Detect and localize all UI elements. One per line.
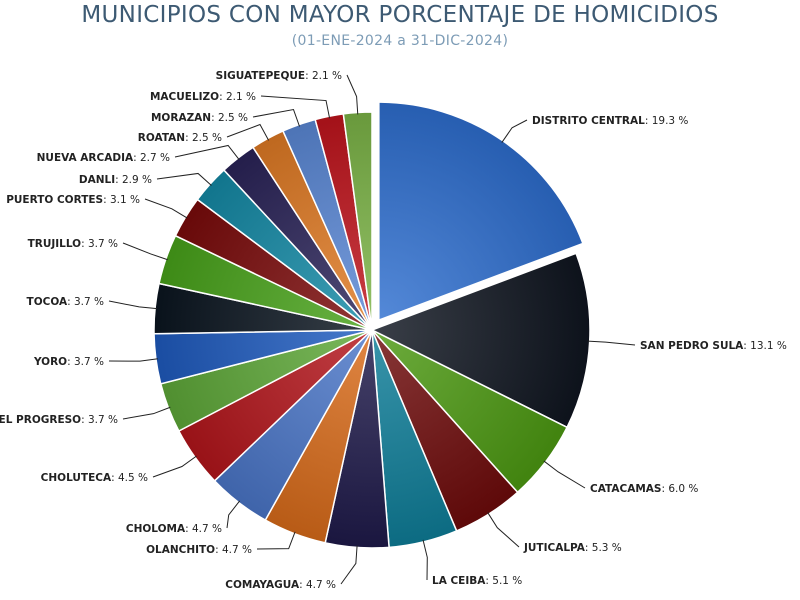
slice-label: OLANCHITO: 4.7 % [146,544,252,556]
slice-label-value: : 2.1 % [305,70,342,82]
slice-label-name: MORAZAN [151,112,211,124]
slice-label-value: : 6.0 % [661,483,698,495]
leader-line [122,406,171,420]
slice-label: DISTRITO CENTRAL: 19.3 % [532,115,688,127]
slice-label: DANLI: 2.9 % [79,174,152,186]
slice-label-name: OLANCHITO [146,544,215,556]
pie-slices [153,101,591,549]
slice-label-name: SIGUATEPEQUE [216,70,305,82]
slice-label-value: : 2.5 % [185,132,222,144]
slice-label-name: YORO [33,356,67,368]
leader-line [260,95,331,119]
slice-label-name: TOCOA [27,296,68,308]
slice-label-value: : 13.1 % [743,340,787,352]
slice-label-name: CHOLUTECA [41,472,112,484]
slice-label: TOCOA: 3.7 % [27,296,104,308]
slice-label-value: : 2.7 % [133,152,170,164]
slice-label: CATACAMAS: 6.0 % [590,483,698,495]
leader-line [108,358,158,362]
leader-line [108,300,158,310]
leader-line [226,500,241,529]
leader-line [156,172,212,186]
leader-line [144,198,188,219]
slice-label-value: : 2.5 % [211,112,248,124]
slice-label: SIGUATEPEQUE: 2.1 % [216,70,342,82]
slice-label: PUERTO CORTES: 3.1 % [6,194,140,206]
slice-label-name: LA CEIBA [432,575,486,587]
slice-label-value: : 5.1 % [485,575,522,587]
slice-label-value: : 3.7 % [67,296,104,308]
leader-line [122,242,168,261]
chart-title: MUNICIPIOS CON MAYOR PORCENTAJE DE HOMIC… [81,2,719,28]
slice-label: ROATAN: 2.5 % [138,132,222,144]
slice-label: TRUJILLO: 3.7 % [28,238,118,250]
slice-label: CHOLUTECA: 4.5 % [41,472,148,484]
leader-line [226,123,270,141]
leader-line [346,74,359,115]
leader-line [422,539,428,581]
slice-label-name: PUERTO CORTES [6,194,103,206]
leader-line [252,108,301,127]
slice-label-value: : 4.7 % [185,523,222,535]
slice-label: JUTICALPA: 5.3 % [523,542,622,554]
slice-label-name: JUTICALPA [523,542,586,554]
slice-label-name: MACUELIZO [150,91,219,103]
slice-label-name: CHOLOMA [126,523,186,535]
slice-label: YORO: 3.7 % [33,356,104,368]
slice-label-value: : 2.9 % [115,174,152,186]
slice-label-name: EL PROGRESO [0,414,81,426]
slice-label-value: : 2.1 % [219,91,256,103]
slice-labels: DISTRITO CENTRAL: 19.3 %SAN PEDRO SULA: … [0,70,787,591]
leader-lines [108,74,636,585]
slice-label-name: COMAYAGUA [225,579,300,591]
slice-label-value: : 4.5 % [111,472,148,484]
slice-label-name: SAN PEDRO SULA [640,340,744,352]
slice-label-value: : 3.7 % [81,238,118,250]
slice-label: SAN PEDRO SULA: 13.1 % [640,340,787,352]
leader-line [174,144,240,160]
leader-line [543,460,586,489]
chart-subtitle: (01-ENE-2024 a 31-DIC-2024) [291,33,509,49]
leader-line [501,119,528,143]
slice-label: COMAYAGUA: 4.7 % [225,579,336,591]
slice-label-name: DISTRITO CENTRAL [532,115,645,127]
slice-label: MACUELIZO: 2.1 % [150,91,256,103]
slice-label-name: ROATAN [138,132,185,144]
slice-label-value: : 5.3 % [585,542,622,554]
leader-line [152,455,197,478]
slice-label-value: : 3.7 % [67,356,104,368]
slice-label-name: CATACAMAS [590,483,661,495]
slice-label: CHOLOMA: 4.7 % [126,523,222,535]
leader-line [487,512,520,548]
leader-line [587,340,636,346]
slice-label-value: : 3.1 % [103,194,140,206]
slice-label: NUEVA ARCADIA: 2.7 % [37,152,170,164]
slice-label-name: TRUJILLO [28,238,82,250]
leader-line [340,545,358,585]
slice-label-name: DANLI [79,174,115,186]
slice-label-value: : 4.7 % [215,544,252,556]
slice-label: LA CEIBA: 5.1 % [432,575,522,587]
slice-label-value: : 4.7 % [299,579,336,591]
leader-line [256,531,296,550]
slice-label: MORAZAN: 2.5 % [151,112,248,124]
slice-label-name: NUEVA ARCADIA [37,152,134,164]
slice-label: EL PROGRESO: 3.7 % [0,414,118,426]
slice-label-value: : 3.7 % [81,414,118,426]
slice-label-value: : 19.3 % [645,115,689,127]
